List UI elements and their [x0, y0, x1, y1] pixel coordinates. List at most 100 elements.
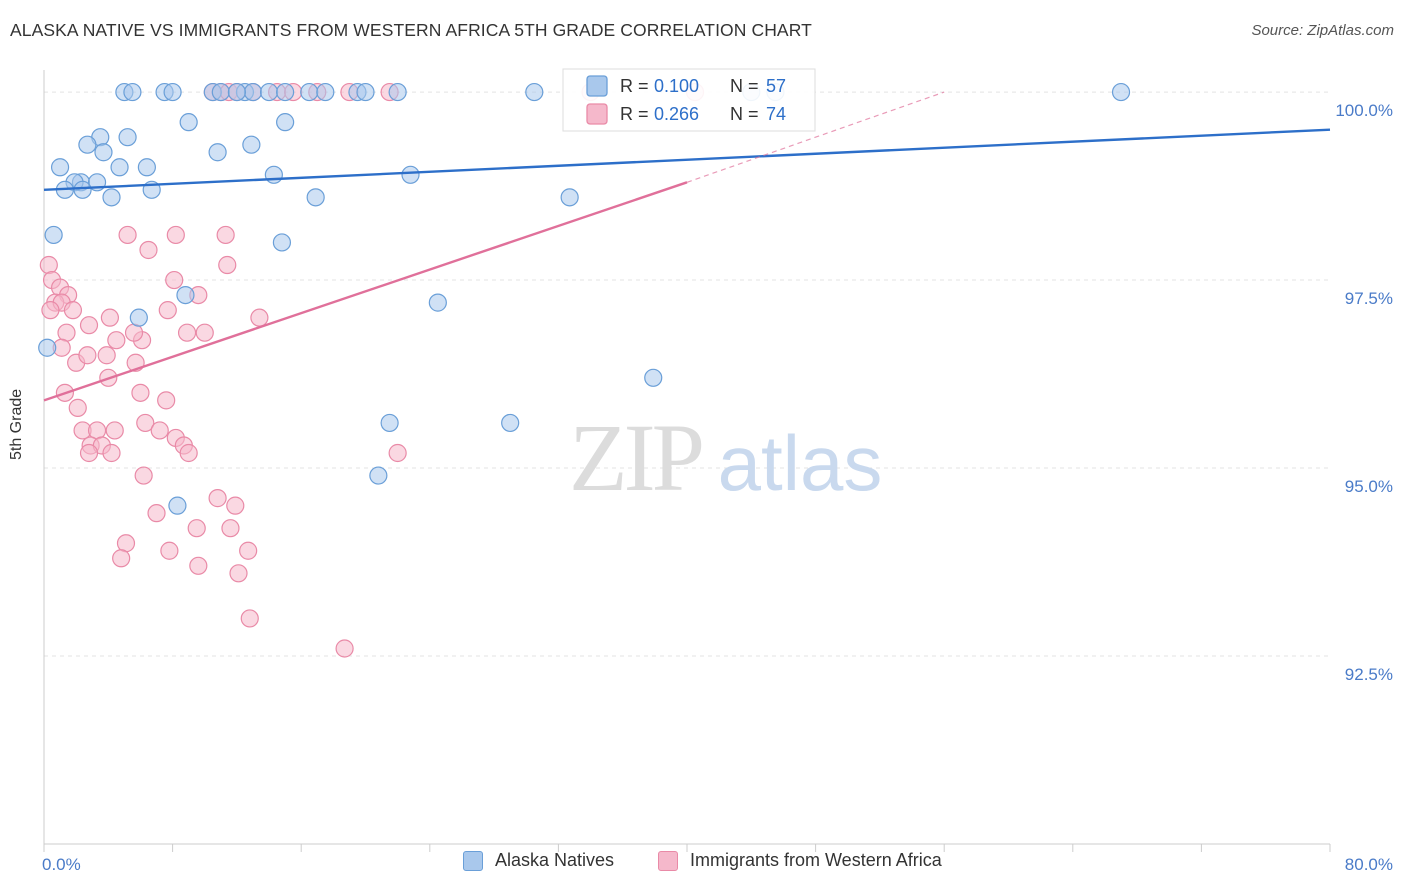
immigrants-point-19 [118, 225, 137, 245]
alaska-point-42 [272, 233, 292, 252]
alaska-point-10 [300, 82, 319, 102]
stats-legend-n-value-0: 57 [766, 76, 786, 96]
alaska-point-51 [168, 496, 187, 515]
immigrants-point-58 [388, 443, 407, 463]
alaska-point-50 [369, 466, 388, 485]
alaska-point-44 [428, 293, 447, 312]
immigrants-point-28 [250, 308, 269, 327]
stats-legend-r-label-0: R = [620, 76, 649, 96]
immigrants-point-31 [107, 331, 126, 350]
alaska-point-9 [276, 82, 295, 102]
alaska-point-47 [644, 368, 663, 387]
alaska-point-49 [501, 413, 520, 433]
immigrants-point-11 [39, 255, 58, 275]
x-tick-label-1: 80.0% [1345, 855, 1393, 874]
y-tick-label-3: 92.5% [1345, 665, 1393, 684]
y-tick-label-2: 95.0% [1345, 477, 1393, 496]
alaska-point-43 [176, 285, 195, 305]
chart-source: Source: ZipAtlas.com [1251, 22, 1394, 39]
immigrants-point-17 [41, 301, 60, 320]
immigrants-point-48 [105, 421, 124, 440]
immigrants-point-35 [124, 323, 144, 342]
alaska-point-14 [388, 82, 407, 102]
immigrants-point-55 [179, 443, 198, 463]
y-tick-label-0: 100.0% [1335, 101, 1393, 120]
bottom-legend-item-alaska[interactable]: Alaska Natives [463, 850, 614, 871]
y-tick-label-1: 97.5% [1345, 289, 1393, 308]
immigrants-point-72 [335, 639, 354, 658]
alaska-point-23 [78, 135, 97, 154]
immigrants-point-34 [195, 323, 214, 342]
immigrants-point-18 [63, 301, 83, 320]
immigrants-swatch [658, 850, 678, 871]
immigrants-point-27 [100, 308, 120, 327]
immigrants-point-23 [218, 255, 237, 275]
alaska-point-28 [110, 158, 129, 177]
immigrants-point-57 [102, 443, 121, 463]
alaska-point-8 [259, 82, 279, 102]
stats-legend-n-label-0: N = [730, 76, 759, 96]
immigrants-point-42 [131, 383, 150, 402]
alaska-point-17 [1111, 82, 1131, 102]
immigrants-point-61 [226, 496, 245, 515]
immigrants-point-30 [57, 323, 76, 342]
immigrants-point-68 [112, 549, 131, 568]
x-tick-label-0: 0.0% [42, 855, 81, 874]
immigrants-point-22 [139, 240, 158, 260]
alaska-point-3 [163, 82, 182, 102]
alaska-point-39 [306, 188, 325, 207]
immigrants-point-66 [160, 541, 179, 560]
alaska-point-30 [264, 165, 283, 184]
alaska-point-45 [129, 308, 148, 327]
immigrants-point-67 [239, 541, 258, 560]
alaska-point-22 [118, 128, 137, 147]
immigrants-trend-line [43, 181, 688, 402]
immigrants-point-49 [136, 413, 155, 433]
watermark-zip: ZIP [569, 404, 702, 511]
alaska-point-19 [179, 113, 198, 132]
stats-legend-swatch-0 [586, 75, 608, 97]
immigrants-point-63 [187, 519, 206, 538]
series-alaska-points [38, 82, 1131, 515]
immigrants-point-65 [116, 534, 136, 553]
alaska-point-41 [44, 225, 63, 245]
alaska-point-38 [102, 188, 121, 207]
immigrants-point-59 [134, 466, 153, 485]
immigrants-point-56 [79, 443, 99, 463]
immigrants-point-69 [189, 556, 208, 575]
alaska-point-20 [276, 113, 295, 132]
immigrants-point-33 [177, 323, 197, 342]
stats-legend-r-value-1: 0.266 [654, 104, 699, 124]
alaska-point-25 [208, 143, 227, 162]
bottom-legend: Alaska Natives Immigrants from Western A… [0, 850, 1406, 880]
alaska-point-40 [560, 188, 579, 207]
alaska-trend-line [43, 128, 1331, 192]
chart-title: ALASKA NATIVE VS IMMIGRANTS FROM WESTERN… [10, 20, 812, 40]
alaska-point-11 [316, 82, 335, 102]
immigrants-point-26 [158, 301, 177, 320]
trend-lines [43, 91, 1331, 402]
stats-legend-r-label-1: R = [620, 104, 649, 124]
alaska-point-15 [525, 82, 544, 102]
immigrants-point-47 [87, 421, 107, 440]
immigrants-point-64 [221, 519, 240, 538]
alaska-point-29 [137, 158, 156, 177]
alaska-point-26 [94, 143, 113, 162]
stats-legend-r-value-0: 0.100 [654, 76, 699, 96]
watermark: ZIP atlas [569, 404, 882, 511]
alaska-point-46 [38, 338, 57, 357]
stats-legend-n-label-1: N = [730, 104, 759, 124]
immigrants-point-62 [147, 504, 166, 523]
stats-legend-n-value-1: 74 [766, 104, 786, 124]
alaska-point-1 [123, 82, 142, 102]
axes [43, 70, 1331, 852]
immigrants-point-50 [150, 421, 169, 440]
alaska-point-27 [50, 158, 70, 177]
bottom-legend-item-immigrants[interactable]: Immigrants from Western Africa [658, 850, 942, 871]
immigrants-point-20 [166, 225, 185, 245]
alaska-point-37 [73, 180, 92, 199]
immigrants-point-29 [79, 316, 99, 335]
immigrants-point-60 [208, 489, 227, 508]
alaska-swatch [463, 850, 483, 871]
